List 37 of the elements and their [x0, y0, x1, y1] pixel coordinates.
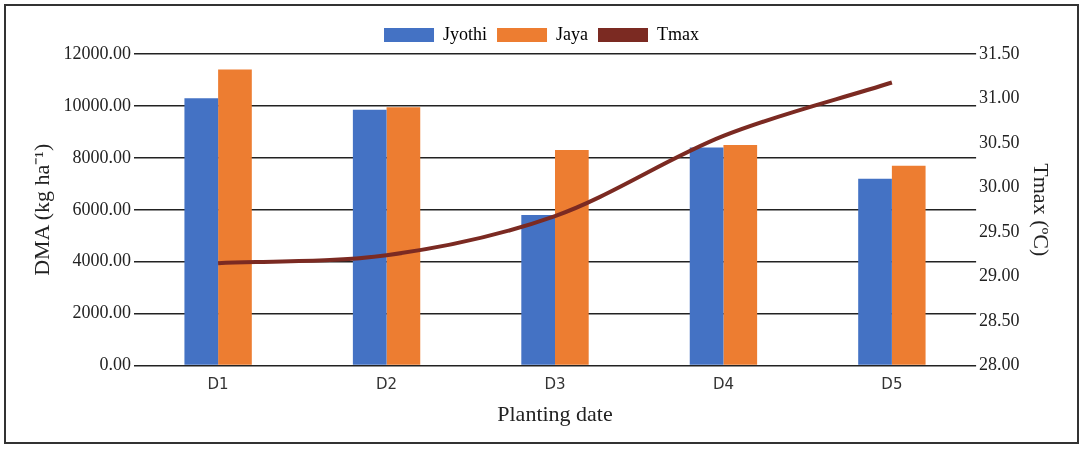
x-tick-label: D5: [881, 375, 903, 394]
y2-tick-label: 30.50: [979, 131, 1020, 152]
y-tick-label: 12000.00: [63, 42, 131, 63]
bar: [352, 109, 387, 365]
x-axis-title: Planting date: [497, 400, 613, 426]
y2-axis-title: Tmax (ºC): [1029, 163, 1055, 257]
bar: [891, 165, 926, 365]
y2-tick-label: 29.00: [979, 265, 1020, 286]
bar: [218, 69, 252, 365]
bar: [858, 178, 892, 365]
x-tick-label: D4: [712, 375, 734, 394]
y2-tick-label: 31.50: [979, 42, 1020, 63]
bar: [555, 150, 589, 365]
y-tick-label: 10000.00: [63, 94, 131, 115]
y-axis-title: DMA (kg ha⁻¹): [28, 143, 54, 276]
y2-tick-label: 28.50: [979, 309, 1020, 330]
y2-tick-label: 28.00: [979, 354, 1020, 375]
legend-label: Jyothi: [443, 23, 488, 44]
legend-label: Jaya: [556, 23, 589, 44]
bar: [723, 144, 758, 365]
x-tick-label: D1: [207, 375, 229, 394]
y-tick-label: 4000.00: [72, 250, 131, 271]
y-tick-label: 8000.00: [72, 146, 131, 167]
y2-tick-label: 30.00: [979, 176, 1020, 197]
bar: [689, 147, 724, 365]
x-tick-label: D2: [376, 375, 398, 394]
y-tick-label: 0.00: [99, 354, 131, 375]
y-tick-label: 6000.00: [72, 198, 131, 219]
line-series: [216, 80, 894, 266]
x-tick-label: D3: [544, 375, 566, 394]
legend-label: Tmax: [657, 23, 699, 44]
y-tick-label: 2000.00: [72, 302, 131, 323]
bar: [521, 214, 555, 365]
bar: [184, 98, 219, 365]
bar: [386, 107, 421, 365]
y2-tick-label: 29.50: [979, 220, 1020, 241]
y2-tick-label: 31.00: [979, 87, 1020, 108]
